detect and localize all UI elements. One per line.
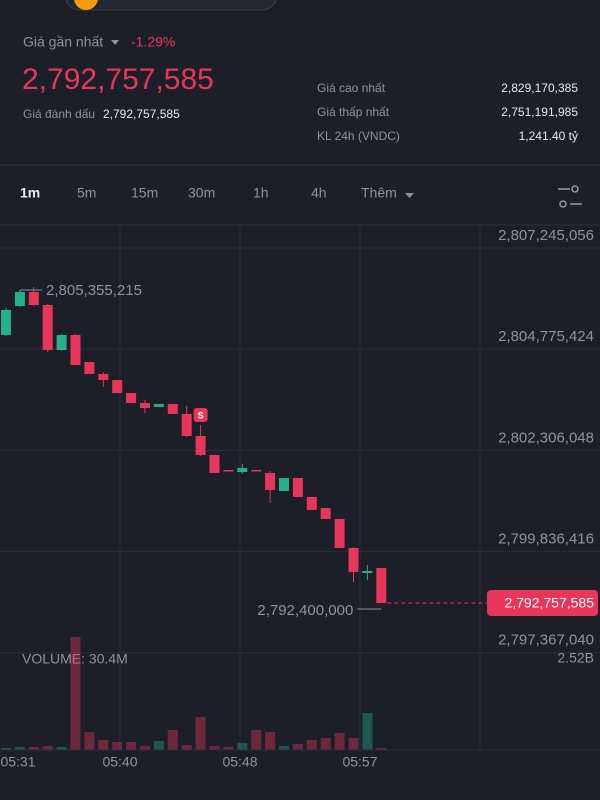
- change: -1.29%: [131, 34, 175, 50]
- candle-body: [279, 478, 289, 491]
- candle-body: [70, 334, 81, 365]
- settings-icon[interactable]: [558, 185, 582, 208]
- y-tick-label: 2,807,245,056: [498, 227, 594, 244]
- volume-bar: [362, 713, 373, 750]
- timeframe-tab[interactable]: 30m: [188, 185, 215, 201]
- volume-bar: [320, 738, 331, 750]
- volume-bar: [98, 740, 109, 750]
- timeframe-tab[interactable]: 15m: [131, 185, 158, 201]
- volume-bar: [306, 740, 317, 750]
- candle-body: [181, 413, 192, 437]
- candle-body: [14, 292, 25, 306]
- candle-body: [98, 374, 109, 380]
- candle-body: [348, 548, 359, 572]
- volume-bar: [251, 730, 262, 750]
- candle-body: [265, 473, 276, 490]
- candle-body: [112, 379, 123, 393]
- timeframe-tab[interactable]: 4h: [311, 185, 327, 201]
- candle-body: [42, 304, 53, 350]
- volume-bar: [28, 747, 39, 750]
- stat-value: 1,241.40 tỷ: [519, 129, 578, 143]
- volume-bar: [334, 733, 345, 750]
- timeframe-tab[interactable]: 1h: [253, 185, 269, 201]
- candle-body: [56, 334, 67, 350]
- stat-label: Giá thấp nhất: [317, 105, 390, 119]
- volume-bar: [195, 717, 206, 750]
- volume-bar: [167, 730, 178, 750]
- volume-max-label: 2.52B: [557, 650, 594, 666]
- volume-bar: [84, 732, 95, 750]
- stat-label: KL 24h (VNDC): [317, 129, 400, 143]
- candle-body: [84, 361, 95, 375]
- volume-bar: [376, 748, 387, 750]
- sell-marker: S: [198, 410, 204, 420]
- mark-price: 2,792,757,585: [103, 107, 180, 121]
- last-price-label[interactable]: Giá gần nhất: [23, 34, 103, 50]
- candle-body: [292, 478, 303, 497]
- x-tick-label: 05:48: [222, 754, 257, 770]
- sell-marker-box: [193, 407, 208, 422]
- avatar: [74, 0, 98, 10]
- candle-body: [362, 570, 373, 573]
- mark-label: Giá đánh dấu: [23, 107, 95, 121]
- volume-bar: [279, 746, 289, 750]
- volume-bar: [209, 746, 220, 750]
- volume-bar: [56, 747, 67, 750]
- dropdown-arrow: [405, 193, 414, 198]
- volume-bar: [292, 744, 303, 750]
- low-annotation: 2,792,400,000: [257, 602, 353, 619]
- candle-body: [195, 436, 206, 455]
- dropdown-arrow: [111, 40, 119, 45]
- search-bar[interactable]: [65, 0, 277, 11]
- stat-value: 2,751,191,985: [501, 105, 578, 119]
- volume-bar: [1, 748, 11, 750]
- volume-bar: [112, 742, 123, 750]
- candle-body: [376, 567, 387, 603]
- volume-bar: [265, 732, 276, 750]
- y-tick-label: 2,802,306,048: [498, 429, 594, 446]
- volume-bar: [348, 738, 359, 750]
- volume-bar: [70, 637, 81, 750]
- y-tick-label: 2,797,367,040: [498, 632, 594, 649]
- volume-bar: [42, 746, 53, 750]
- candle-body: [223, 469, 234, 472]
- stat-label: Giá cao nhất: [317, 81, 386, 95]
- candle-body: [251, 469, 262, 472]
- x-tick-label: 05:57: [342, 754, 377, 770]
- stat-value: 2,829,170,385: [501, 81, 578, 95]
- current-price-box: [487, 589, 598, 616]
- volume-bar: [223, 747, 234, 750]
- volume-bar: [14, 747, 25, 750]
- candle-body: [126, 392, 137, 403]
- candle-body: [167, 403, 178, 414]
- volume-bar: [237, 743, 248, 750]
- y-tick-label: 2,799,836,416: [498, 531, 594, 548]
- timeframe-tab[interactable]: Thêm: [361, 185, 397, 201]
- candle-body: [334, 518, 345, 549]
- high-annotation: 2,805,355,215: [46, 282, 142, 299]
- volume-bar: [140, 746, 150, 750]
- candle-body: [320, 508, 331, 519]
- x-tick-label: 05:40: [102, 754, 137, 770]
- volume-bar: [153, 741, 164, 750]
- timeframe-tab[interactable]: 1m: [20, 185, 40, 201]
- candle-body: [209, 454, 220, 474]
- candle-body: [237, 467, 248, 472]
- candle-body: [140, 402, 150, 408]
- timeframe-tab[interactable]: 5m: [77, 185, 96, 201]
- candle-body: [1, 309, 11, 335]
- candle-body: [306, 496, 317, 510]
- price: 2,792,757,585: [22, 63, 214, 96]
- candle-body: [153, 403, 164, 407]
- volume-bar: [181, 745, 192, 750]
- x-tick-label: 05:31: [0, 754, 35, 770]
- volume-label: VOLUME: 30.4M: [22, 651, 128, 667]
- y-tick-label: 2,804,775,424: [498, 328, 594, 345]
- volume-bar: [126, 742, 137, 750]
- current-price: 2,792,757,585: [504, 595, 594, 611]
- candle-body: [28, 292, 39, 305]
